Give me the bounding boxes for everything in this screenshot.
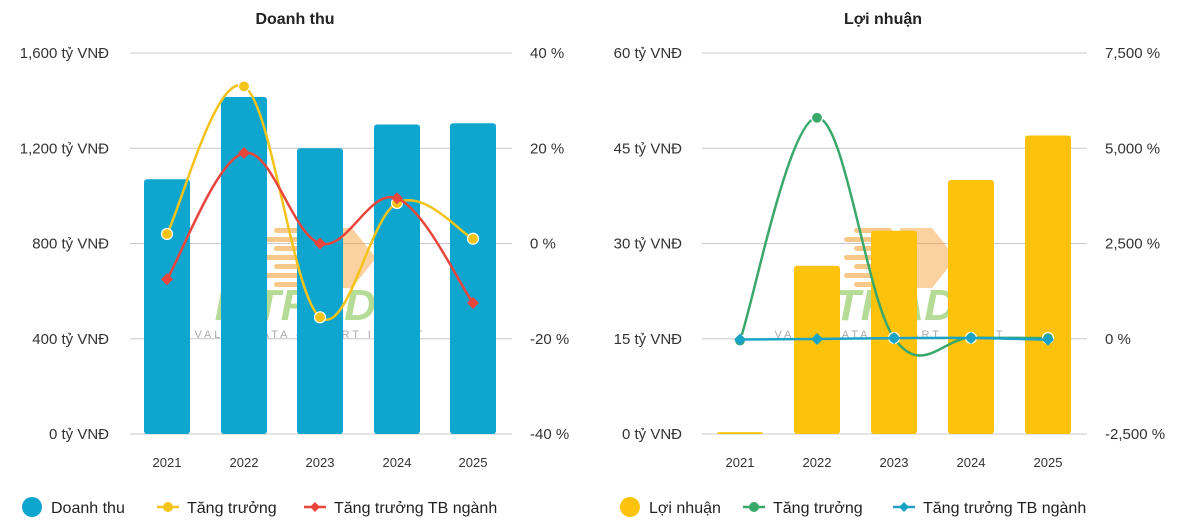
left-axis-tick-label: 1,200 tỷ VNĐ xyxy=(20,140,109,157)
series-point xyxy=(1042,333,1054,346)
series-point xyxy=(313,311,327,324)
left-axis-tick-label: 800 tỷ VNĐ xyxy=(32,236,109,253)
legend-bar-swatch xyxy=(620,497,640,517)
legend-marker xyxy=(899,502,909,512)
legend-label[interactable]: Tăng trưởng xyxy=(187,500,277,517)
bar-2022 xyxy=(794,265,840,434)
legend-label[interactable]: Doanh thu xyxy=(51,500,125,517)
x-axis-tick-label: 2023 xyxy=(306,455,335,470)
x-axis-tick-label: 2021 xyxy=(726,455,755,470)
profit-bars xyxy=(717,135,1071,435)
series-point xyxy=(734,333,746,346)
left-axis-tick-label: 1,600 tỷ VNĐ xyxy=(20,45,109,62)
series-point xyxy=(965,331,977,344)
right-axis-tick-label: 0 % xyxy=(530,236,556,253)
series-line xyxy=(165,84,474,321)
left-axis-tick-label: 400 tỷ VNĐ xyxy=(32,331,109,348)
legend-label[interactable]: Lợi nhuận xyxy=(649,500,721,517)
x-axis-tick-label: 2024 xyxy=(383,455,412,470)
left-axis-tick-label: 45 tỷ VNĐ xyxy=(614,140,683,157)
profit-chart: Lợi nhuận FITRADEVALUE DATA - SMART INVE… xyxy=(614,11,1165,517)
right-axis-tick-label: 0 % xyxy=(1105,331,1131,348)
left-axis-tick-label: 60 tỷ VNĐ xyxy=(614,45,683,62)
revenue-chart: Doanh thu FITRADEVALUE DATA - SMART INVE… xyxy=(20,11,569,517)
left-axis-tick-label: 30 tỷ VNĐ xyxy=(614,236,683,253)
x-axis-tick-label: 2021 xyxy=(153,455,182,470)
legend-marker xyxy=(749,502,759,512)
left-axis-tick-label: 0 tỷ VNĐ xyxy=(622,426,682,443)
bar-2024 xyxy=(374,124,420,434)
legend-label[interactable]: Tăng trưởng TB ngành xyxy=(334,500,497,517)
series-point xyxy=(810,111,824,124)
revenue-bars xyxy=(144,97,496,434)
right-axis-tick-label: -40 % xyxy=(530,426,569,443)
series-point xyxy=(160,227,174,241)
bar-2025 xyxy=(1025,135,1071,435)
right-axis-tick-label: -2,500 % xyxy=(1105,426,1165,443)
revenue-lines xyxy=(160,80,480,324)
x-axis-tick-label: 2022 xyxy=(230,455,259,470)
legend-bar-swatch xyxy=(22,497,42,517)
right-axis-tick-label: 5,000 % xyxy=(1105,140,1160,157)
bar-2022 xyxy=(221,97,267,434)
right-axis-tick-label: 40 % xyxy=(530,45,564,62)
revenue-chart-title: Doanh thu xyxy=(255,11,334,28)
bar-2025 xyxy=(450,123,496,434)
right-axis-tick-label: 7,500 % xyxy=(1105,45,1160,62)
legend-marker xyxy=(163,502,173,512)
bar-2021 xyxy=(144,179,190,434)
series-point xyxy=(238,147,250,160)
revenue-axis-ticks: 1,600 tỷ VNĐ 40 % 1,200 tỷ VNĐ 20 % 800 tỷ V… xyxy=(20,45,569,470)
series-point xyxy=(466,232,480,245)
bar-2023 xyxy=(297,148,343,434)
series-point xyxy=(391,192,403,205)
x-axis-tick-label: 2024 xyxy=(957,455,986,470)
legend-label[interactable]: Tăng trưởng TB ngành xyxy=(923,500,1086,517)
revenue-legend: Doanh thu Tăng trưởng Tăng trưởng TB ngành xyxy=(22,497,497,517)
legend-label[interactable]: Tăng trưởng xyxy=(773,500,863,517)
watermark-stripe xyxy=(264,255,302,260)
right-axis-tick-label: 2,500 % xyxy=(1105,236,1160,253)
x-axis-tick-label: 2025 xyxy=(1034,455,1063,470)
left-axis-tick-label: 15 tỷ VNĐ xyxy=(614,331,683,348)
x-axis-tick-label: 2022 xyxy=(803,455,832,470)
bar-2021 xyxy=(717,432,763,434)
profit-lines xyxy=(733,111,1055,357)
series-point xyxy=(811,332,823,345)
left-axis-tick-label: 0 tỷ VNĐ xyxy=(49,426,109,443)
legend-marker xyxy=(310,502,320,512)
bar-2024 xyxy=(948,180,994,434)
profit-axis-ticks: 60 tỷ VNĐ 7,500 % 45 tỷ VNĐ 5,000 % 30 tỷ VN… xyxy=(614,45,1165,470)
x-axis-tick-label: 2025 xyxy=(459,455,488,470)
series-point xyxy=(161,273,173,286)
profit-chart-title: Lợi nhuận xyxy=(844,11,922,28)
series-point xyxy=(467,297,479,310)
x-axis-tick-label: 2023 xyxy=(880,455,909,470)
profit-legend: Lợi nhuận Tăng trưởng Tăng trưởng TB ngành xyxy=(620,497,1086,517)
series-point xyxy=(237,80,251,93)
series-point xyxy=(314,237,326,250)
series-point xyxy=(888,332,900,345)
right-axis-tick-label: 20 % xyxy=(530,140,564,157)
right-axis-tick-label: -20 % xyxy=(530,331,569,348)
